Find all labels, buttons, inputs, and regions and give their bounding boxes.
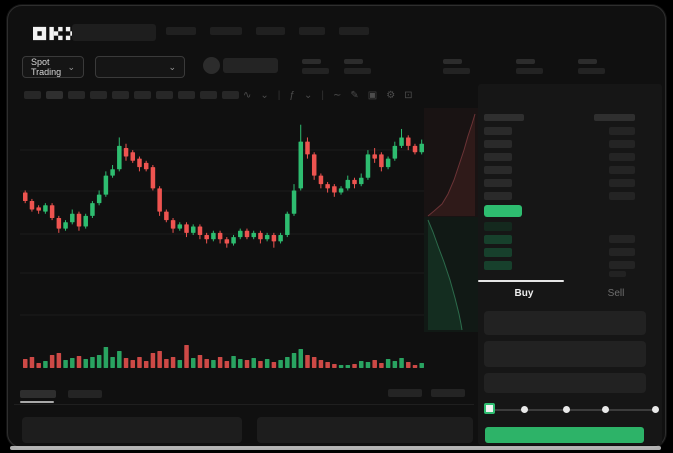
coin-icon (203, 57, 220, 74)
stat-label-placeholder (344, 59, 363, 64)
market-type-label: Spot Trading (31, 57, 62, 77)
timeframe-button[interactable] (90, 91, 107, 99)
bid-row-amount[interactable] (609, 235, 635, 243)
stat-value-placeholder (578, 68, 605, 74)
orders-table-placeholder (257, 417, 473, 443)
draw-tool-icon[interactable]: ✎ (350, 89, 359, 101)
timeframe-button[interactable] (156, 91, 173, 99)
slider-step[interactable] (652, 406, 659, 413)
nav-item-placeholder[interactable] (210, 27, 242, 35)
ask-row-price[interactable] (484, 153, 512, 161)
ask-row-price[interactable] (484, 127, 512, 135)
order-input-2[interactable] (484, 341, 646, 367)
stat-value-placeholder (302, 68, 329, 74)
stat-label-placeholder (516, 59, 535, 64)
pair-selector[interactable]: ⌄ (95, 56, 185, 78)
timeframe-bar (24, 88, 239, 102)
slider-step[interactable] (602, 406, 609, 413)
bottom-active-tab-underline (20, 401, 54, 403)
orders-table-placeholder (22, 417, 242, 443)
bottom-action-placeholder[interactable] (431, 389, 465, 397)
ask-row-amount[interactable] (609, 127, 635, 135)
market-type-selector[interactable]: Spot Trading ⌄ (22, 56, 84, 78)
divider: | (321, 89, 324, 101)
tab-sell[interactable]: Sell (570, 285, 662, 301)
bid-row-price[interactable] (484, 222, 512, 231)
amount-slider-track[interactable] (489, 409, 654, 411)
bid-row-amount[interactable] (609, 261, 635, 269)
timeframe-button[interactable] (112, 91, 129, 99)
indicators-icon[interactable]: ƒ (289, 89, 295, 101)
stat-value-placeholder (344, 68, 371, 74)
timeframe-button[interactable] (222, 91, 239, 99)
fullscreen-icon[interactable]: ⊡ (404, 89, 413, 101)
camera-icon[interactable]: ▣ (367, 89, 378, 101)
bid-row-price[interactable] (484, 235, 512, 244)
settings-icon[interactable]: ⚙ (386, 89, 396, 101)
nav-item-placeholder[interactable] (256, 27, 285, 35)
ask-row-price[interactable] (484, 179, 512, 187)
ask-row-amount[interactable] (609, 192, 635, 200)
tab-sell-label: Sell (607, 287, 625, 299)
candlestick-chart[interactable] (20, 108, 424, 334)
slider-handle[interactable] (484, 403, 495, 414)
buy-submit-button[interactable] (485, 427, 644, 443)
ask-row-amount[interactable] (609, 166, 635, 174)
timeframe-button[interactable] (24, 91, 41, 99)
nav-item-placeholder[interactable] (339, 27, 369, 35)
tab-buy-label: Buy (514, 287, 534, 299)
active-tab-indicator (478, 280, 564, 282)
tab-buy[interactable]: Buy (478, 285, 570, 301)
line-tool-icon[interactable]: ∼ (332, 89, 342, 101)
stat-value-placeholder (443, 68, 470, 74)
window-bottom-edge (10, 446, 661, 450)
volume-chart (23, 345, 424, 368)
book-header-price (484, 114, 524, 121)
ask-row-amount[interactable] (609, 140, 635, 148)
chevron-down-icon: ⌄ (168, 61, 176, 72)
timeframe-button[interactable] (178, 91, 195, 99)
search-bar[interactable] (72, 24, 156, 41)
depth-chart (424, 108, 479, 332)
bid-row-price[interactable] (484, 261, 512, 270)
nav-item-placeholder[interactable] (166, 27, 196, 35)
ask-row-price[interactable] (484, 140, 512, 148)
nav-item-placeholder[interactable] (299, 27, 325, 35)
divider: | (277, 89, 281, 101)
chevron-down-icon: ⌄ (67, 61, 75, 72)
bid-row-price[interactable] (484, 248, 512, 257)
timeframe-button[interactable] (200, 91, 217, 99)
last-price-badge (484, 205, 522, 217)
bid-row-amount[interactable] (609, 271, 626, 277)
ask-row-amount[interactable] (609, 179, 635, 187)
timeframe-button[interactable] (134, 91, 151, 99)
order-input-3[interactable] (484, 373, 646, 393)
ask-row-price[interactable] (484, 166, 512, 174)
pair-name-placeholder (223, 58, 278, 73)
bottom-divider (14, 404, 474, 405)
stat-label-placeholder (578, 59, 597, 64)
stat-label-placeholder (302, 59, 321, 64)
stat-value-placeholder (516, 68, 543, 74)
ask-row-amount[interactable] (609, 153, 635, 161)
candle-style-icon[interactable]: ∿ (243, 89, 252, 101)
bottom-action-placeholder[interactable] (388, 389, 422, 397)
chart-tools: ∿ ⌄ | ƒ ⌄ | ∼ ✎ ▣ ⚙ ⊡ (243, 88, 413, 102)
timeframe-button[interactable] (46, 91, 63, 99)
stat-label-placeholder (443, 59, 462, 64)
bid-row-amount[interactable] (609, 248, 635, 256)
slider-step[interactable] (521, 406, 528, 413)
bottom-tab-1[interactable] (20, 390, 56, 398)
slider-step[interactable] (563, 406, 570, 413)
ask-row-price[interactable] (484, 192, 512, 200)
timeframe-button[interactable] (68, 91, 85, 99)
bottom-tab-2[interactable] (68, 390, 102, 398)
chevron-down-icon[interactable]: ⌄ (303, 89, 313, 101)
chevron-down-icon[interactable]: ⌄ (260, 89, 269, 101)
book-header-amount (594, 114, 635, 121)
order-input-1[interactable] (484, 311, 646, 335)
